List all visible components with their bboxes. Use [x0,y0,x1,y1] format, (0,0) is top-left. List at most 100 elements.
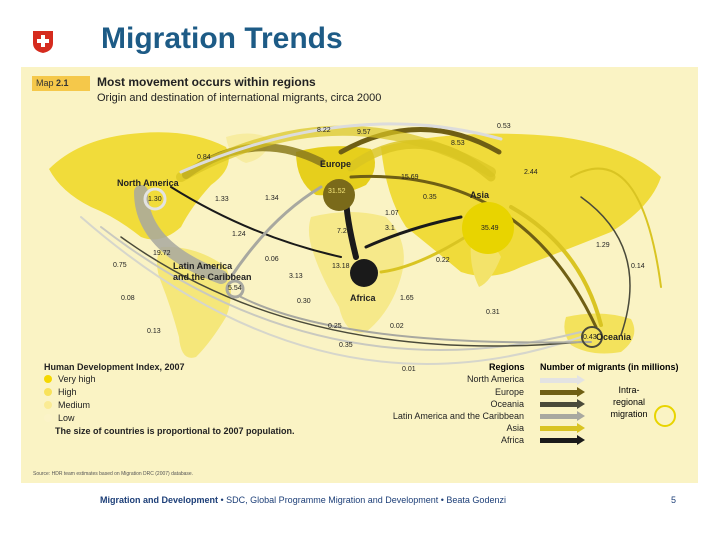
region-legend-label: Oceania [490,399,524,409]
flow-label: 0.14 [631,263,645,270]
flow-latam-northamerica [134,185,228,284]
latam-ring [225,279,245,299]
intra-rings [143,179,603,348]
flow-label: 15.69 [401,174,419,181]
flow-label: 0.31 [486,309,500,316]
flow-outer-arc-5 [580,196,631,336]
region-label-europe: Europe [320,159,351,169]
intra-value-asia: 35.49 [481,225,499,232]
northamerica-ring [143,187,167,211]
region-legend-label: Latin America and the Caribbean [392,411,524,421]
footer: Migration and Development • SDC, Global … [100,495,506,505]
hdi-high-swatch [44,388,52,396]
map-subtitle: Origin and destination of international … [97,92,382,104]
swiss-cross-logo-icon [33,31,53,53]
latin-america-arrow-icon [540,411,585,421]
flow-outer-arc-3 [120,236,582,347]
asia-shape [381,133,661,276]
flow-label: 19.72 [153,250,171,257]
flow-label: 0.25 [328,323,342,330]
flow-label: 0.53 [497,123,511,130]
africa-arrow-icon [540,435,585,445]
intra-label-line: regional [612,397,646,407]
flow-label: 0.30 [297,298,311,305]
flow-label: 9.57 [357,129,371,136]
flow-europe-asia [338,127,502,155]
hdi-legend-label: Medium [58,400,91,410]
hdi-very-high-swatch [44,375,52,383]
flow-label: 3.1 [385,225,395,232]
flow-latam-europe [229,185,323,279]
region-label-oceania: Oceania [596,332,632,342]
africa-ring [350,259,378,287]
map-tag-number: 2.1 [56,78,69,88]
flow-label: 0.08 [121,295,135,302]
intra-value-oceania: 0.43 [583,334,597,341]
flow-outer-arc-6 [570,167,662,288]
flow-label: 3.13 [289,273,303,280]
region-label-latin-america-2: and the Caribbean [173,272,252,282]
hdi-legend-row: Low [44,413,75,423]
intra-value-latin-america: 5.54 [228,285,242,292]
intra-value-europe: 31.52 [328,188,346,195]
flow-label: 1.65 [400,295,414,302]
flow-asia-oceania [509,205,603,327]
migration-map: North America Europe Asia Latin America … [49,122,662,373]
region-label-north-america: North America [117,178,180,188]
size-note: The size of countries is proportional to… [55,426,295,436]
flow-label: 0.06 [265,256,279,263]
source-note: Source: HDR team estimates based on Migr… [33,471,194,477]
intra-regional-label: Intra- regional migration [606,384,652,420]
region-legend-label: Europe [494,387,524,397]
region-legend-label: Africa [500,435,524,445]
page-title: Migration Trends [101,22,343,55]
flow-label: 2.44 [524,169,538,176]
intra-regional-ring-icon [654,405,676,427]
region-legend-label: North America [466,374,524,384]
hdi-legend-row: High [44,387,77,397]
oceania-ring [581,326,603,348]
flow-africa-northamerica [170,186,342,258]
intra-label-line: migration [610,409,648,419]
hdi-legend-title: Human Development Index, 2007 [44,362,185,372]
flow-label: 8.53 [451,140,465,147]
flow-label: 0.75 [113,262,127,269]
flow-label: 0.22 [436,257,450,264]
flow-label: 7.25 [337,228,351,235]
migrants-legend-title: Number of migrants (in millions) [540,362,679,372]
hdi-legend-label: Low [58,413,75,423]
flow-label: 0.84 [197,154,211,161]
flow-label: 0.13 [147,328,161,335]
region-legend-label: Asia [506,423,524,433]
regions-legend-title: Regions [489,362,525,372]
flow-label: 0.01 [402,366,416,373]
flow-label: 1.34 [265,195,279,202]
region-label-asia: Asia [470,190,490,200]
map-tag-prefix: Map [36,78,57,88]
intra-label-line: Intra- [618,385,640,395]
europe-arrow-icon [540,387,585,397]
flow-africa-asia [364,215,463,249]
flow-northamerica-asia [179,122,503,174]
asia-ring [462,202,514,254]
flow-label: 0.02 [390,323,404,330]
intra-value-africa: 13.18 [332,263,350,270]
footer-text: • SDC, Global Programme Migration and De… [218,495,506,505]
oceania-shape [564,313,635,354]
intra-value-north-america: 1.30 [148,196,162,203]
flow-label: 1.24 [232,231,246,238]
asia-arrow-icon [540,423,585,433]
hdi-legend-label: High [58,387,77,397]
flow-label: 1.07 [385,210,399,217]
oceania-arrow-icon [540,399,585,409]
hdi-legend-row: Very high [44,374,96,384]
flow-label: 0.35 [423,194,437,201]
flow-label: 1.33 [215,196,229,203]
map-tag: Map 2.1 [32,76,90,91]
flow-label: 0.35 [339,342,353,349]
footer-bold: Migration and Development [100,495,219,505]
hdi-legend-row: Medium [44,400,90,410]
flow-outer-arc-4 [240,296,592,344]
map-headline: Most movement occurs within regions [97,75,316,89]
europe-ring [323,179,355,211]
